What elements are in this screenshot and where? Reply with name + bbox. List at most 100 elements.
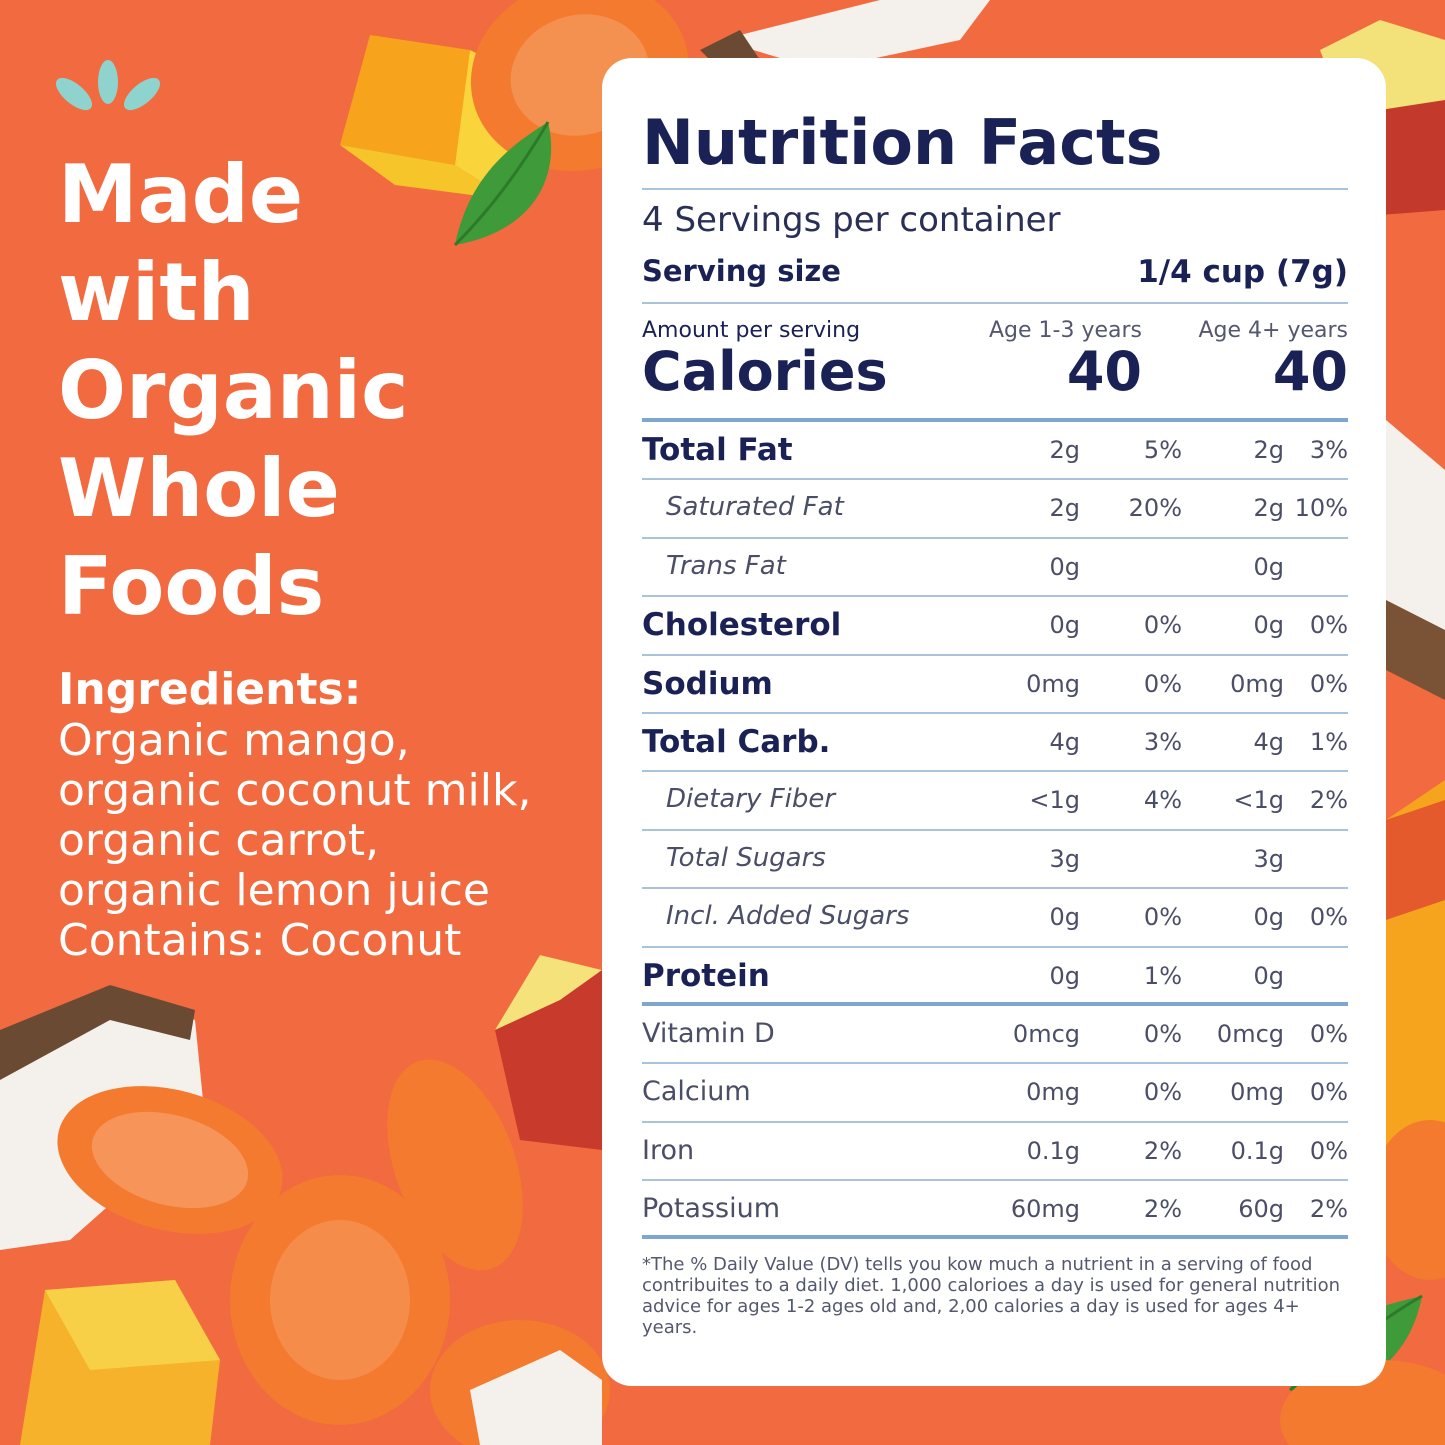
left-panel: Made with Organic Whole Foods Ingredient… — [56, 60, 578, 966]
calories-value-2: 40 — [1272, 340, 1348, 403]
nutrition-facts-card: Nutrition Facts 4 Servings per container… — [602, 58, 1386, 1386]
dv-2: 0% — [1309, 903, 1348, 932]
amount-2: 0g — [1253, 611, 1284, 640]
amount-1: 2g — [1049, 494, 1080, 523]
amount-2: 0mg — [1230, 1078, 1284, 1107]
amount-1: <1g — [1029, 786, 1080, 815]
amount-2: 2g — [1253, 494, 1284, 523]
table-row: Incl. Added Sugars 0g 0% 0g 0% — [642, 889, 1348, 948]
table-row: Calcium 0mg 0% 0mg 0% — [642, 1064, 1348, 1123]
table-row: Total Sugars 3g 3g — [642, 831, 1348, 890]
amount-2: 0g — [1253, 961, 1284, 990]
nutrient-name: Cholesterol — [642, 607, 842, 644]
amount-1: 0mg — [1026, 1078, 1080, 1107]
nutrient-name: Sodium — [642, 665, 773, 702]
serving-size-row: Serving size 1/4 cup (7g) — [642, 254, 1348, 298]
table-row: Total Fat 2g 5% 2g 3% — [642, 422, 1348, 481]
table-row: Trans Fat 0g 0g — [642, 539, 1348, 598]
dv-1: 1% — [1143, 961, 1182, 990]
table-row: Potassium 60mg 2% 60g 2% — [642, 1181, 1348, 1240]
coconut-piece-icon — [470, 1350, 602, 1445]
nutrient-name: Protein — [642, 957, 770, 994]
amount-2: 0mcg — [1216, 1019, 1284, 1048]
amount-1: 0g — [1049, 552, 1080, 581]
servings-per-container: 4 Servings per container — [642, 200, 1061, 240]
calories-value-1: 40 — [1066, 340, 1142, 403]
divider-thick — [642, 418, 1348, 422]
dv-1: 3% — [1143, 727, 1182, 756]
amount-2: 2g — [1253, 436, 1284, 464]
nutrient-table: Total Fat 2g 5% 2g 3% Saturated Fat 2g 2… — [642, 422, 1348, 1240]
dv-2: 10% — [1294, 494, 1348, 523]
amount-2: 0g — [1253, 903, 1284, 932]
ingredient-line: organic coconut milk, — [58, 765, 532, 816]
amount-2: 0.1g — [1230, 1136, 1284, 1165]
nutrient-name: Calcium — [642, 1076, 751, 1108]
headline-line: Made — [58, 148, 304, 241]
footnote: *The % Daily Value (DV) tells you kow mu… — [642, 1254, 1341, 1338]
amount-1: 0g — [1049, 611, 1080, 640]
ingredient-line: organic carrot, — [58, 815, 380, 866]
table-row: Dietary Fiber <1g 4% <1g 2% — [642, 772, 1348, 831]
table-row: Saturated Fat 2g 20% 2g 10% — [642, 480, 1348, 539]
divider — [642, 302, 1348, 304]
amount-2: 3g — [1253, 844, 1284, 873]
headline: Made with Organic Whole Foods — [58, 146, 578, 636]
age-column-1: Age 1-3 years — [988, 318, 1142, 343]
headline-line: with — [58, 246, 255, 339]
dv-2: 0% — [1309, 669, 1348, 698]
headline-line: Foods — [58, 540, 325, 633]
amount-2: 4g — [1253, 727, 1284, 756]
nutrition-title: Nutrition Facts — [642, 106, 1163, 179]
serving-size-value: 1/4 cup (7g) — [1137, 254, 1348, 290]
dv-1: 20% — [1128, 494, 1182, 523]
nutrient-name: Total Sugars — [666, 842, 826, 873]
carrot-slice-icon — [57, 1086, 283, 1234]
dv-2: 0% — [1309, 1078, 1348, 1107]
dv-2: 0% — [1309, 1019, 1348, 1048]
table-row: Iron 0.1g 2% 0.1g 0% — [642, 1123, 1348, 1182]
ingredient-line: Organic mango, — [58, 715, 410, 766]
nutrient-name: Potassium — [642, 1193, 781, 1225]
amount-1: 0g — [1049, 903, 1080, 932]
amount-1: 0.1g — [1026, 1136, 1080, 1165]
nutrient-name: Vitamin D — [642, 1017, 775, 1049]
amount-1: 0mg — [1026, 669, 1080, 698]
table-row: Sodium 0mg 0% 0mg 0% — [642, 656, 1348, 714]
sprout-logo-icon — [56, 60, 160, 111]
dv-2: 1% — [1309, 727, 1348, 756]
table-row: Total Carb. 4g 3% 4g 1% — [642, 714, 1348, 773]
age-column-2: Age 4+ years — [1198, 318, 1348, 343]
amount-2: 0mg — [1230, 669, 1284, 698]
divider — [642, 188, 1348, 190]
amount-2: 0g — [1253, 552, 1284, 581]
amount-2: 60g — [1238, 1195, 1284, 1224]
ingredients-title: Ingredients: — [58, 664, 362, 715]
mango-cube-icon — [495, 955, 602, 1150]
amount-per-serving: Amount per serving — [642, 318, 861, 343]
dv-1: 0% — [1143, 611, 1182, 640]
amount-1: 4g — [1049, 727, 1080, 756]
dv-1: 2% — [1143, 1136, 1182, 1165]
dv-2: 3% — [1309, 436, 1348, 464]
amount-1: 3g — [1049, 844, 1080, 873]
carrot-slice-icon — [230, 1175, 450, 1425]
headline-line: Whole — [58, 442, 340, 535]
amount-2: <1g — [1233, 786, 1284, 815]
mango-cube-icon — [20, 1280, 220, 1445]
amount-1: 60mg — [1010, 1195, 1080, 1224]
dv-1: 4% — [1143, 786, 1182, 815]
mango-cube-icon — [1386, 780, 1445, 1200]
nutrient-name: Trans Fat — [666, 550, 786, 581]
dv-1: 2% — [1143, 1195, 1182, 1224]
dv-1: 0% — [1143, 1019, 1182, 1048]
nutrient-name: Total Carb. — [642, 723, 831, 760]
table-row: Cholesterol 0g 0% 0g 0% — [642, 597, 1348, 656]
amount-1: 2g — [1049, 436, 1080, 464]
ingredient-line: organic lemon juice — [58, 865, 490, 916]
dv-2: 2% — [1309, 786, 1348, 815]
allergen-line: Contains: Coconut — [58, 915, 462, 966]
table-row: Vitamin D 0mcg 0% 0mcg 0% — [642, 1006, 1348, 1065]
nutrient-name: Iron — [642, 1134, 695, 1166]
dv-1: 0% — [1143, 669, 1182, 698]
